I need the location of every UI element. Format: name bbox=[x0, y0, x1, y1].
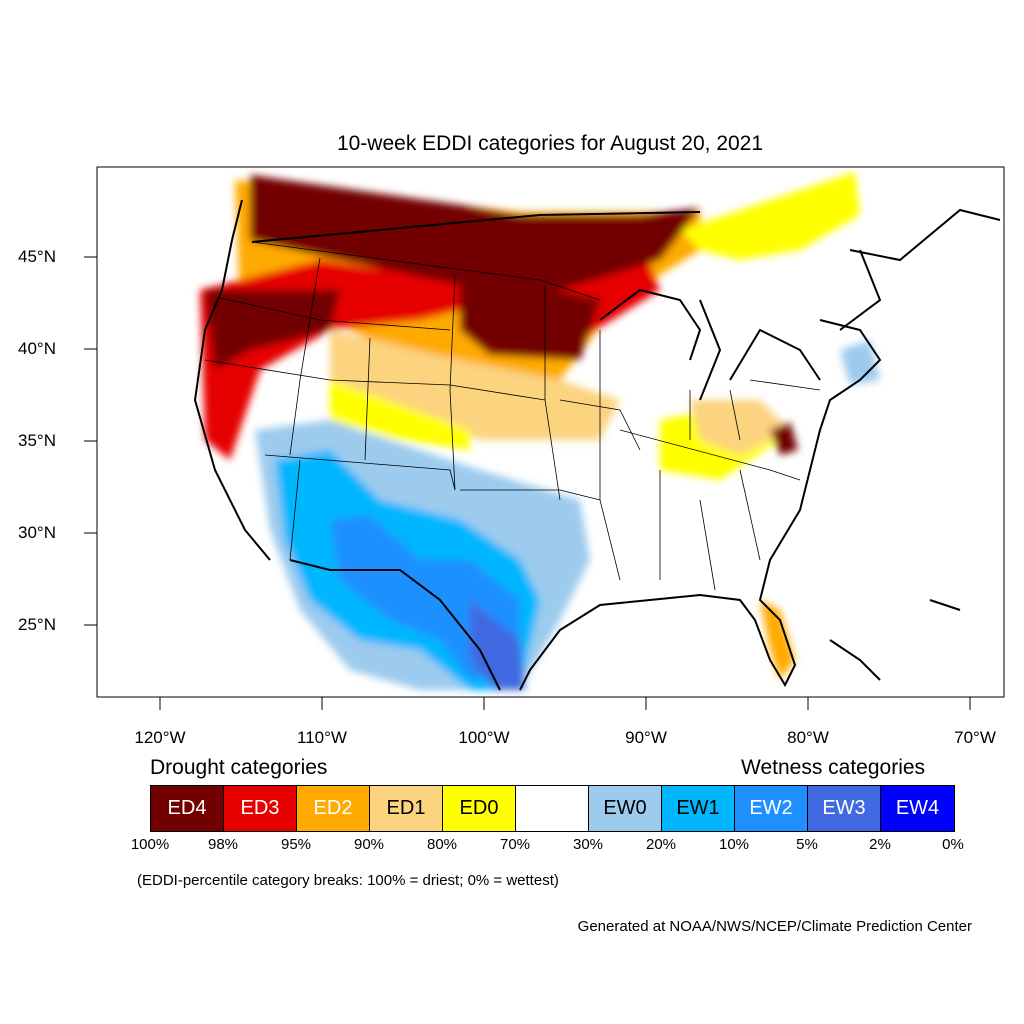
legend-box-ew3: EW3 bbox=[808, 786, 881, 831]
legend-box-ew4: EW4 bbox=[881, 786, 954, 831]
legend-box-ew2: EW2 bbox=[735, 786, 808, 831]
wetness-heading: Wetness categories bbox=[741, 756, 926, 779]
lat-label-25: 25°N bbox=[18, 615, 56, 634]
percentile-label: 90% bbox=[353, 836, 385, 853]
lat-label-35: 35°N bbox=[18, 431, 56, 450]
region-ed4-north bbox=[250, 175, 700, 290]
lon-label-110: 110°W bbox=[297, 728, 347, 747]
percentile-label: 95% bbox=[280, 836, 312, 853]
region-ed1-central bbox=[330, 330, 620, 440]
legend-box-ed4: ED4 bbox=[151, 786, 224, 831]
lon-label-70: 70°W bbox=[954, 728, 996, 747]
lon-label-100: 100°W bbox=[458, 728, 510, 747]
map-frame bbox=[96, 166, 1005, 698]
legend-box-ew0: EW0 bbox=[589, 786, 662, 831]
percentile-label: 5% bbox=[796, 836, 818, 853]
credit-line: Generated at NOAA/NWS/NCEP/Climate Predi… bbox=[577, 918, 972, 935]
region-ed0-northeast bbox=[680, 172, 860, 260]
legend-bar: ED4 ED3 ED2 ED1 ED0 EW0 EW1 EW2 EW3 EW4 bbox=[150, 785, 955, 832]
percentile-label: 10% bbox=[718, 836, 750, 853]
region-ew3-texas bbox=[470, 600, 525, 690]
percentile-label: 20% bbox=[645, 836, 677, 853]
percentile-label: 0% bbox=[942, 836, 964, 853]
percentile-label: 100% bbox=[130, 836, 170, 853]
region-ed0-central bbox=[330, 380, 470, 450]
legend-box-ed0: ED0 bbox=[443, 786, 516, 831]
axis-ticks bbox=[84, 256, 971, 710]
region-ed2-florida bbox=[760, 600, 795, 680]
category-note: (EDDI-percentile category breaks: 100% =… bbox=[137, 872, 559, 889]
region-ed1-ohio bbox=[690, 400, 790, 455]
percentile-label: 98% bbox=[207, 836, 239, 853]
percentile-label: 80% bbox=[426, 836, 458, 853]
percentile-label: 2% bbox=[869, 836, 891, 853]
percentile-label: 30% bbox=[572, 836, 604, 853]
lon-label-80: 80°W bbox=[787, 728, 829, 747]
lon-label-90: 90°W bbox=[625, 728, 667, 747]
region-ew0-northeast bbox=[840, 340, 880, 385]
legend-box-normal bbox=[516, 786, 589, 831]
percentile-label: 70% bbox=[499, 836, 531, 853]
state-boundaries bbox=[204, 241, 821, 591]
legend-box-ed3: ED3 bbox=[224, 786, 297, 831]
lat-label-30: 30°N bbox=[18, 523, 56, 542]
coastlines bbox=[193, 199, 1001, 691]
legend-box-ew1: EW1 bbox=[662, 786, 735, 831]
legend-box-ed1: ED1 bbox=[370, 786, 443, 831]
region-ed4-dakotas bbox=[460, 270, 600, 360]
region-ed4-west bbox=[205, 290, 340, 370]
lon-label-120: 120°W bbox=[134, 728, 186, 747]
lat-label-45: 45°N bbox=[18, 247, 56, 266]
legend-box-ed2: ED2 bbox=[297, 786, 370, 831]
lat-label-40: 40°N bbox=[18, 339, 56, 358]
drought-heading: Drought categories bbox=[150, 756, 328, 779]
map-title: 10-week EDDI categories for August 20, 2… bbox=[336, 132, 764, 155]
region-ed4-virginia bbox=[770, 422, 798, 455]
